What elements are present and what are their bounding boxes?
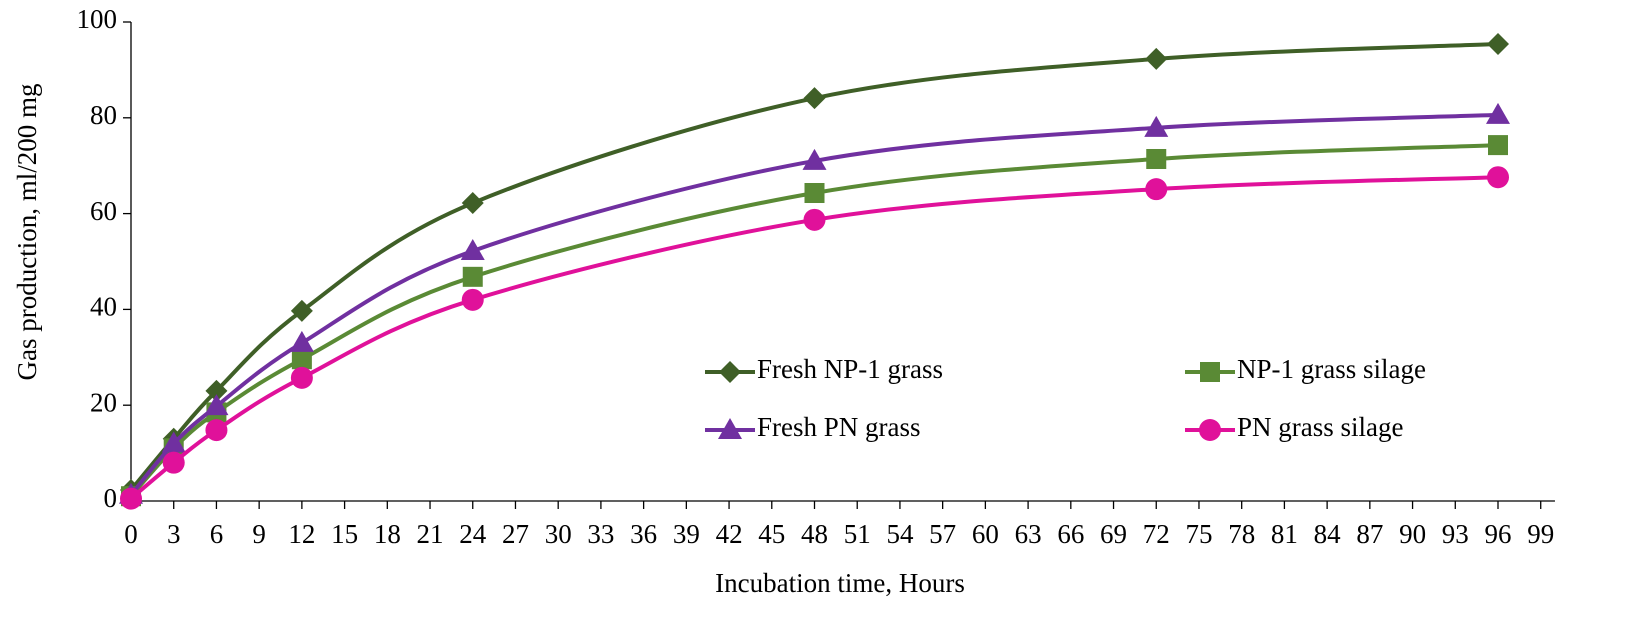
marker [461, 288, 484, 311]
legend-label: NP-1 grass silage [1237, 354, 1426, 384]
x-tick-label: 72 [1143, 519, 1170, 549]
y-tick-label: 100 [77, 4, 118, 34]
x-tick-label: 45 [758, 519, 785, 549]
x-tick-label: 15 [331, 519, 358, 549]
marker [1199, 419, 1221, 441]
marker [1145, 178, 1168, 201]
marker [205, 419, 228, 442]
marker [291, 349, 312, 370]
marker [460, 238, 485, 260]
x-tick-label: 57 [929, 519, 956, 549]
marker [161, 431, 186, 453]
x-axis-label: Incubation time, Hours [715, 568, 965, 598]
series-line [129, 42, 1499, 492]
x-tick-label: 93 [1442, 519, 1469, 549]
x-tick-label: 36 [630, 519, 657, 549]
marker [1200, 362, 1220, 382]
y-tick-label: 60 [90, 196, 117, 226]
y-tick-label: 80 [90, 100, 117, 130]
x-tick-label: 39 [673, 519, 700, 549]
marker [120, 487, 142, 510]
x-tick-label: 42 [716, 519, 743, 549]
x-tick-label: 99 [1527, 519, 1554, 549]
marker [1145, 47, 1168, 70]
x-tick-label: 87 [1356, 519, 1383, 549]
x-tick-label: 69 [1100, 519, 1127, 549]
marker [1487, 166, 1509, 189]
marker [1487, 33, 1509, 56]
x-tick-label: 33 [587, 519, 614, 549]
x-tick-label: 21 [417, 519, 444, 549]
y-tick-label: 40 [90, 292, 117, 322]
x-tick-label: 12 [288, 519, 315, 549]
x-tick-label: 51 [844, 519, 871, 549]
x-tick-label: 3 [167, 519, 181, 549]
marker [804, 183, 825, 204]
marker [803, 208, 826, 231]
x-tick-label: 27 [502, 519, 529, 549]
marker [289, 330, 314, 352]
x-tick-label: 81 [1271, 519, 1298, 549]
marker [718, 418, 742, 439]
x-tick-label: 84 [1314, 519, 1342, 549]
y-tick-label: 0 [104, 483, 118, 513]
x-tick-label: 66 [1057, 519, 1084, 549]
x-tick-label: 78 [1228, 519, 1255, 549]
x-tick-label: 18 [374, 519, 401, 549]
x-tick-label: 0 [124, 519, 138, 549]
marker [205, 379, 228, 402]
x-tick-label: 75 [1185, 519, 1212, 549]
marker [204, 394, 229, 416]
marker [290, 366, 313, 389]
marker [719, 361, 741, 383]
marker [162, 451, 185, 474]
marker [461, 192, 484, 215]
marker [803, 87, 826, 110]
x-tick-label: 54 [886, 519, 914, 549]
x-tick-label: 96 [1485, 519, 1512, 549]
x-tick-label: 63 [1015, 519, 1042, 549]
marker [802, 148, 827, 170]
marker [1488, 135, 1508, 156]
x-tick-label: 30 [545, 519, 572, 549]
legend-label: Fresh PN grass [757, 412, 921, 442]
x-tick-label: 60 [972, 519, 999, 549]
marker [1144, 115, 1169, 137]
x-tick-label: 24 [459, 519, 487, 549]
x-tick-label: 6 [210, 519, 224, 549]
y-axis-label: Gas production, ml/200 mg [12, 84, 42, 381]
marker [290, 299, 313, 322]
marker [1486, 102, 1510, 124]
x-tick-label: 9 [252, 519, 266, 549]
marker [1146, 148, 1167, 169]
y-tick-label: 20 [90, 387, 117, 417]
legend-label: Fresh NP-1 grass [757, 354, 943, 384]
x-tick-label: 90 [1399, 519, 1426, 549]
marker [462, 266, 483, 287]
x-tick-label: 48 [801, 519, 828, 549]
legend-label: PN grass silage [1237, 412, 1403, 442]
